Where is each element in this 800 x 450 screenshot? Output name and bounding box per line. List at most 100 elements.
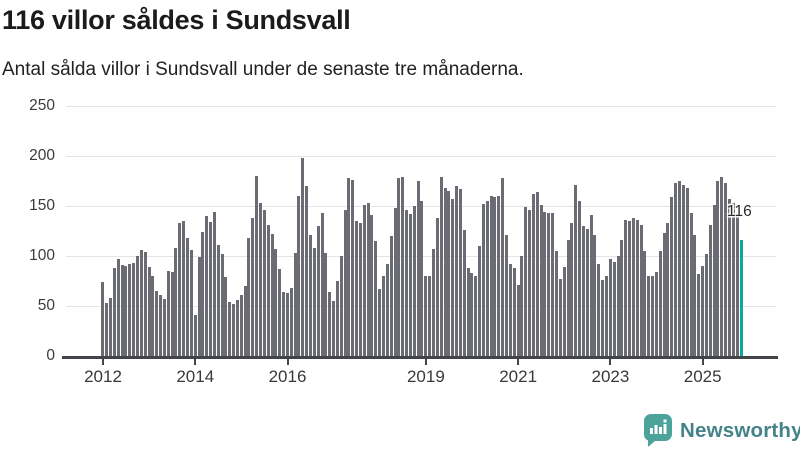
bar-month-30 [216, 245, 220, 356]
bar-month-123 [574, 185, 578, 356]
bar-month-158 [708, 225, 712, 356]
bar-month-27 [205, 216, 209, 356]
bar-month-66 [355, 221, 359, 356]
x-axis-label-2012: 2012 [84, 367, 122, 386]
bar-month-132 [608, 259, 612, 356]
bar-month-113 [535, 192, 539, 356]
bar-month-9 [136, 256, 139, 356]
bar-month-93 [458, 189, 462, 356]
bar-month-25 [197, 257, 201, 356]
bar-month-3 [112, 268, 116, 356]
bar-month-4 [116, 259, 120, 356]
bar-month-20 [178, 223, 182, 356]
highlighted-bar-latest [739, 240, 743, 356]
x-axis-label-2016: 2016 [268, 367, 307, 386]
bar-month-92 [455, 186, 459, 356]
bar-month-13 [151, 276, 155, 356]
bar-month-105 [505, 235, 509, 356]
bar-month-75 [389, 236, 393, 356]
bar-month-124 [578, 201, 582, 356]
bar-month-137 [628, 221, 632, 356]
bar-month-76 [393, 208, 397, 356]
bar-month-50 [293, 253, 297, 356]
bar-month-156 [701, 266, 705, 356]
bar-month-85 [428, 276, 432, 356]
bar-month-139 [635, 220, 639, 356]
bar-month-155 [697, 274, 701, 356]
bar-month-90 [447, 191, 451, 356]
bar-month-38 [247, 238, 251, 356]
bar-month-57 [320, 213, 324, 356]
bar-month-31 [220, 254, 224, 356]
bar-month-55 [312, 248, 316, 356]
bar-month-60 [332, 301, 336, 356]
bar-month-125 [581, 226, 585, 356]
bar-month-44 [270, 234, 274, 356]
bar-month-84 [424, 276, 428, 356]
bar-chart: 0 50 100 150 200 250 2012 2014 2016 2019 2021 2023… [29, 97, 778, 386]
bar-month-121 [566, 240, 570, 356]
bar-month-110 [524, 207, 528, 356]
bar-month-128 [593, 235, 597, 356]
x-axis-line [62, 356, 778, 359]
bar-month-51 [297, 196, 301, 356]
bar-month-12 [147, 267, 151, 356]
bar-month-115 [543, 212, 547, 356]
bar-month-73 [382, 276, 385, 356]
newsworthy-logo-text: Newsworthy [680, 419, 800, 442]
bar-month-54 [308, 235, 312, 356]
bar-month-140 [639, 225, 643, 356]
bar-month-107 [512, 268, 516, 356]
bar-month-134 [616, 256, 620, 356]
bar-month-103 [497, 196, 501, 356]
bar-month-142 [647, 276, 651, 356]
bar-month-0 [101, 282, 105, 356]
bar-month-114 [539, 205, 543, 356]
bar-month-36 [239, 295, 243, 356]
bar-month-135 [620, 240, 624, 356]
bar-month-35 [235, 300, 239, 356]
bar-month-7 [128, 264, 132, 356]
bar-month-17 [166, 271, 170, 356]
bar-month-117 [551, 213, 555, 356]
bar-month-47 [282, 292, 286, 356]
bar-month-145 [658, 251, 662, 356]
bar-month-86 [431, 249, 435, 356]
bar-month-18 [170, 272, 174, 356]
x-axis-label-2021: 2021 [499, 367, 538, 386]
bar-month-154 [693, 235, 697, 356]
bar-month-157 [704, 254, 708, 356]
bar-month-152 [685, 188, 689, 356]
bar-month-88 [439, 177, 443, 356]
bar-month-159 [712, 205, 716, 356]
bar-month-127 [589, 215, 593, 356]
bar-month-71 [374, 241, 378, 356]
bar-month-131 [604, 276, 608, 356]
gridline-200 [66, 156, 776, 157]
bar-month-22 [185, 238, 189, 356]
bar-month-23 [189, 250, 193, 356]
bar-month-46 [278, 269, 282, 356]
bar-month-81 [412, 206, 416, 356]
page-subtitle: Antal sålda villor i Sundsvall under de … [2, 59, 524, 80]
bar-month-163 [727, 199, 731, 356]
bar-month-34 [232, 304, 236, 356]
bar-month-118 [554, 251, 558, 356]
bar-month-67 [358, 223, 362, 356]
bar-month-16 [162, 299, 166, 356]
bar-month-58 [324, 253, 328, 356]
bar-month-77 [397, 178, 401, 356]
newsworthy-logo-icon [643, 414, 672, 447]
bar-month-160 [716, 181, 720, 356]
bar-month-82 [416, 181, 420, 356]
bar-month-109 [520, 256, 524, 356]
x-axis-label-2014: 2014 [176, 367, 215, 386]
x-tick-2019 [424, 358, 427, 365]
bar-month-53 [305, 186, 309, 356]
bar-month-52 [301, 158, 305, 356]
bar-month-164 [731, 203, 735, 356]
bar-month-42 [262, 210, 266, 356]
bar-month-33 [228, 302, 232, 356]
bar-month-94 [462, 230, 466, 356]
bar-month-11 [143, 252, 147, 356]
